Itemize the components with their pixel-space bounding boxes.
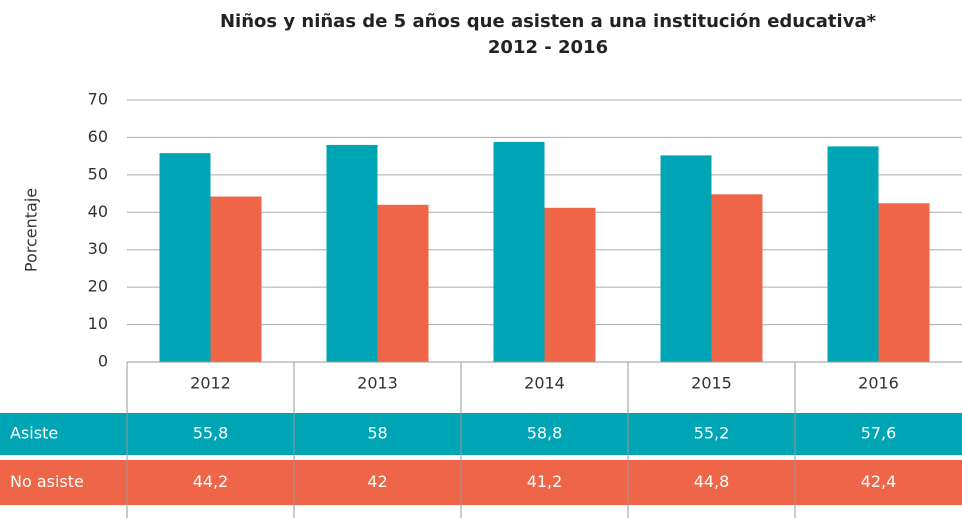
y-tick-label: 10 [88, 314, 108, 333]
y-tick-label: 20 [88, 277, 108, 296]
y-tick-label: 60 [88, 127, 108, 146]
bar [878, 203, 930, 362]
bar [159, 153, 211, 362]
data-label: 44,8 [694, 472, 730, 491]
data-label: 42 [367, 472, 387, 491]
legend-label: Asiste [10, 424, 58, 443]
y-tick-label: 40 [88, 202, 108, 221]
y-axis-label: Porcentaje [22, 188, 41, 272]
data-label: 57,6 [861, 424, 897, 443]
chart-title: Niños y niñas de 5 años que asisten a un… [220, 11, 877, 32]
legend-label: No asiste [10, 472, 84, 491]
y-tick-label: 0 [98, 352, 108, 371]
bar [827, 146, 879, 362]
data-label: 41,2 [527, 472, 563, 491]
bar [711, 194, 763, 362]
bar [326, 144, 378, 362]
bar [377, 204, 429, 362]
bar [544, 207, 596, 362]
table-row [0, 413, 962, 455]
y-tick-label: 50 [88, 164, 108, 183]
x-tick-label: 2013 [357, 374, 398, 393]
x-tick-label: 2016 [858, 374, 899, 393]
x-tick-label: 2014 [524, 374, 565, 393]
y-tick-label: 30 [88, 239, 108, 258]
y-tick-label: 70 [88, 90, 108, 109]
data-label: 55,8 [193, 424, 229, 443]
x-tick-label: 2012 [190, 374, 231, 393]
bar [493, 141, 545, 362]
data-label: 58 [367, 424, 387, 443]
chart-subtitle: 2012 - 2016 [488, 37, 608, 58]
data-label: 42,4 [861, 472, 897, 491]
data-label: 44,2 [193, 472, 229, 491]
bar [210, 196, 262, 362]
table-row [0, 460, 962, 505]
x-tick-label: 2015 [691, 374, 732, 393]
data-label: 55,2 [694, 424, 730, 443]
data-label: 58,8 [527, 424, 563, 443]
bar [660, 155, 712, 362]
